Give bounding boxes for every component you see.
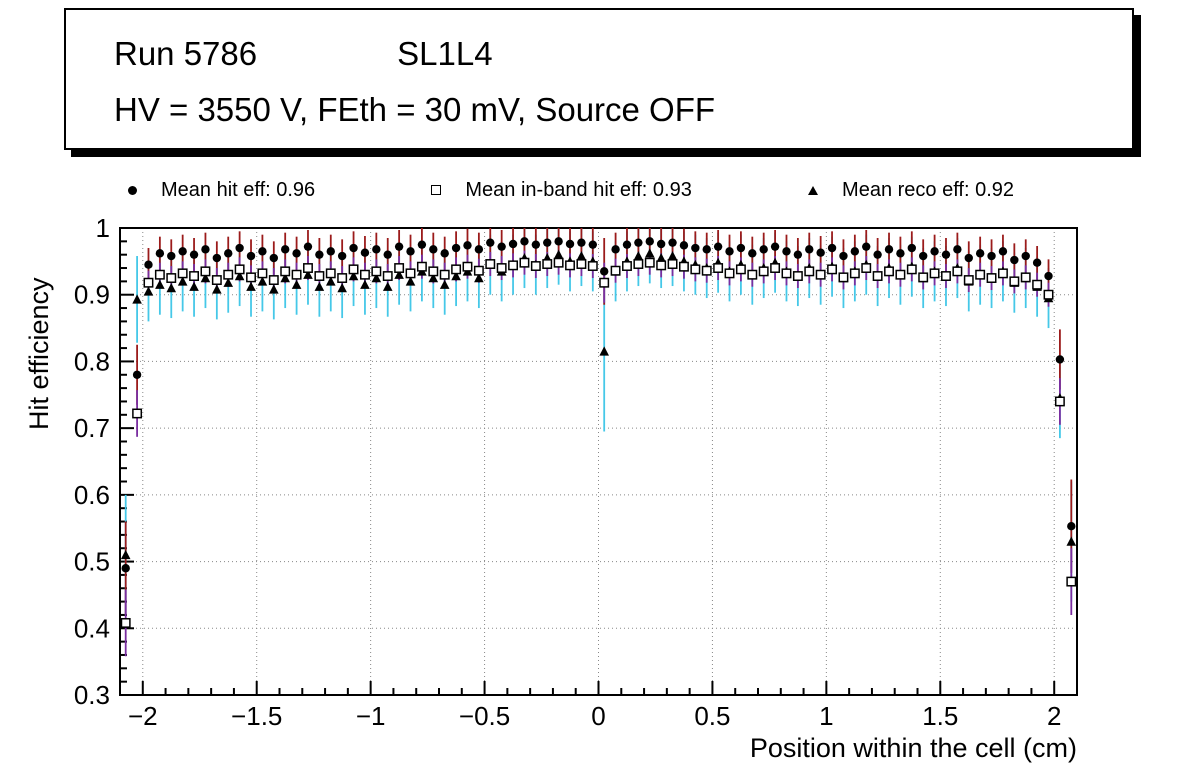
svg-text:−0.5: −0.5 <box>459 701 510 731</box>
svg-text:0.5: 0.5 <box>694 701 730 731</box>
svg-text:1: 1 <box>819 701 833 731</box>
filled-circle-icon <box>128 185 137 195</box>
series-markers-0 <box>121 237 1076 573</box>
legend-label-inband: Mean in-band hit eff: 0.93 <box>465 178 692 201</box>
svg-text:−1: −1 <box>356 701 386 731</box>
y-axis-title: Hit efficiency <box>24 277 54 430</box>
tick-labels: −2 −1.5 −1 −0.5 0 0.5 1 1.5 2 0.3 0.4 0.5 0.6 0.7 0.8 0… <box>74 213 1062 731</box>
legend-label-hit: Mean hit eff: 0.96 <box>161 178 316 201</box>
legend: Mean hit eff: 0.96 Mean in-band hit eff:… <box>128 172 1014 208</box>
series-markers-1 <box>120 257 1077 628</box>
svg-text:−1.5: −1.5 <box>231 701 282 731</box>
run-title: Run 5786 <box>114 35 258 72</box>
legend-item-reco: Mean reco eff: 0.92 <box>808 179 1014 202</box>
open-square-icon <box>431 185 442 195</box>
svg-text:0.4: 0.4 <box>74 613 110 643</box>
svg-text:0.3: 0.3 <box>74 680 110 710</box>
svg-text:0: 0 <box>591 701 605 731</box>
error-bars-1 <box>124 250 1073 657</box>
svg-text:0.6: 0.6 <box>74 480 110 510</box>
axis-ticks <box>120 227 1056 696</box>
svg-text:−2: −2 <box>128 701 158 731</box>
svg-text:0.5: 0.5 <box>74 547 110 577</box>
svg-text:1.5: 1.5 <box>922 701 958 731</box>
svg-text:0.8: 0.8 <box>74 346 110 376</box>
conditions-title: HV = 3550 V, FEth = 30 mV, Source OFF <box>114 91 716 128</box>
filled-triangle-icon <box>808 185 819 195</box>
legend-item-hit: Mean hit eff: 0.96 <box>128 179 315 202</box>
gridlines <box>120 228 1077 695</box>
legend-item-inband: Mean in-band hit eff: 0.93 <box>431 178 692 202</box>
chamber-title: SL1L4 <box>397 35 493 72</box>
title-box: Run 5786 SL1L4 HV = 3550 V, FEth = 30 mV,… <box>64 8 1134 150</box>
x-axis-title: Position within the cell (cm) <box>749 733 1077 763</box>
svg-text:0.9: 0.9 <box>74 280 110 310</box>
svg-text:0.7: 0.7 <box>74 413 110 443</box>
svg-text:2: 2 <box>1047 701 1061 731</box>
svg-text:1: 1 <box>96 213 110 243</box>
title-line-1: Run 5786 SL1L4 <box>114 26 1132 82</box>
legend-label-reco: Mean reco eff: 0.92 <box>842 178 1014 201</box>
